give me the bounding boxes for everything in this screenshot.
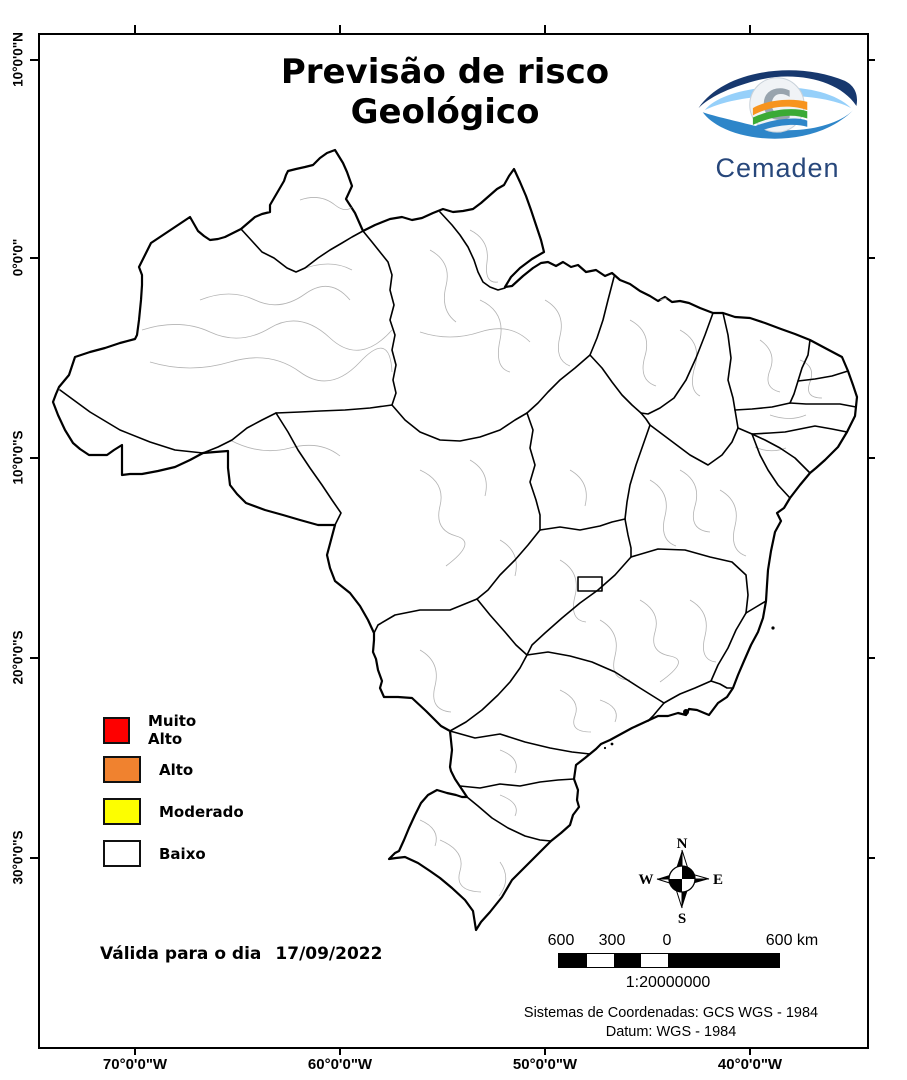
page-title: Previsão de risco Geológico [210,52,680,132]
page-title-line1: Previsão de risco [280,52,610,92]
legend-label-moderado: Moderado [159,802,244,821]
cemaden-logo-text: Cemaden [715,153,840,183]
legend-label-alto: Alto [159,760,194,779]
compass-rose: N S W E [639,836,724,927]
latitude-label-0: 0°0'0" [10,238,26,277]
legend-item-muito-alto: Muito Alto [103,712,207,748]
legend-item-moderado: Moderado [103,798,244,825]
legend-item-baixo: Baixo [103,840,206,867]
compass-w-label: W [639,872,654,888]
state-borders [59,211,857,842]
coordinate-system-note: Sistemas de Coordenadas: GCS WGS - 1984 … [478,1004,864,1042]
coordinate-system-line1: Sistemas de Coordenadas: GCS WGS - 1984 [523,1005,819,1021]
validity-note: Válida para o dia 17/09/2022 [100,944,382,964]
compass-n-label: N [677,836,688,852]
cemaden-eye-icon: C [698,70,857,139]
validity-date: 17/09/2022 [275,944,383,964]
latitude-label-20s: 20°0'0"S [10,630,26,685]
page-title-line2: Geológico [350,92,540,133]
legend-swatch-baixo [103,840,141,867]
scale-bar-segment [559,954,587,967]
scale-ratio: 1:20000000 [625,974,711,991]
longitude-label-50w: 50°0'0"W [512,1056,578,1073]
legend-swatch-alto [103,756,141,783]
legend-item-alto: Alto [103,756,193,783]
graticule-ticks [30,25,875,1055]
scale-bar-segment [641,954,668,967]
compass-e-label: E [713,872,723,888]
latitude-label-30s: 30°0'0"S [10,830,26,885]
legend-swatch-moderado [103,798,141,825]
latitude-label-10n: 10°0'0"N [10,32,26,87]
cemaden-logo: C Cemaden [690,60,865,184]
coordinate-system-line2: Datum: WGS - 1984 [605,1023,737,1040]
validity-label: Válida para o dia [100,944,262,964]
scalebar-label-600km: 600 km [765,932,819,949]
country-outline [51,148,859,932]
longitude-label-40w: 40°0'0"W [717,1056,783,1073]
legend-label-baixo: Baixo [159,844,206,863]
compass-s-label: S [678,911,686,927]
coastal-islands [603,626,775,750]
scalebar-label-300: 300 [598,932,626,949]
map-frame-border [38,33,869,1049]
latitude-label-10s: 10°0'0"S [10,430,26,485]
scalebar-label-0: 0 [662,932,672,949]
scale-bar-segment [587,954,614,967]
scale-bar-segment [614,954,641,967]
municipal-borders [141,197,823,897]
longitude-label-60w: 60°0'0"W [307,1056,373,1073]
scalebar-label-600-left: 600 [547,932,575,949]
longitude-label-70w: 70°0'0"W [102,1056,168,1073]
scale-bar-segment [668,954,779,967]
legend-label-muito-alto: Muito Alto [147,712,197,748]
legend-swatch-muito-alto [103,716,130,744]
scale-bar [558,953,780,968]
